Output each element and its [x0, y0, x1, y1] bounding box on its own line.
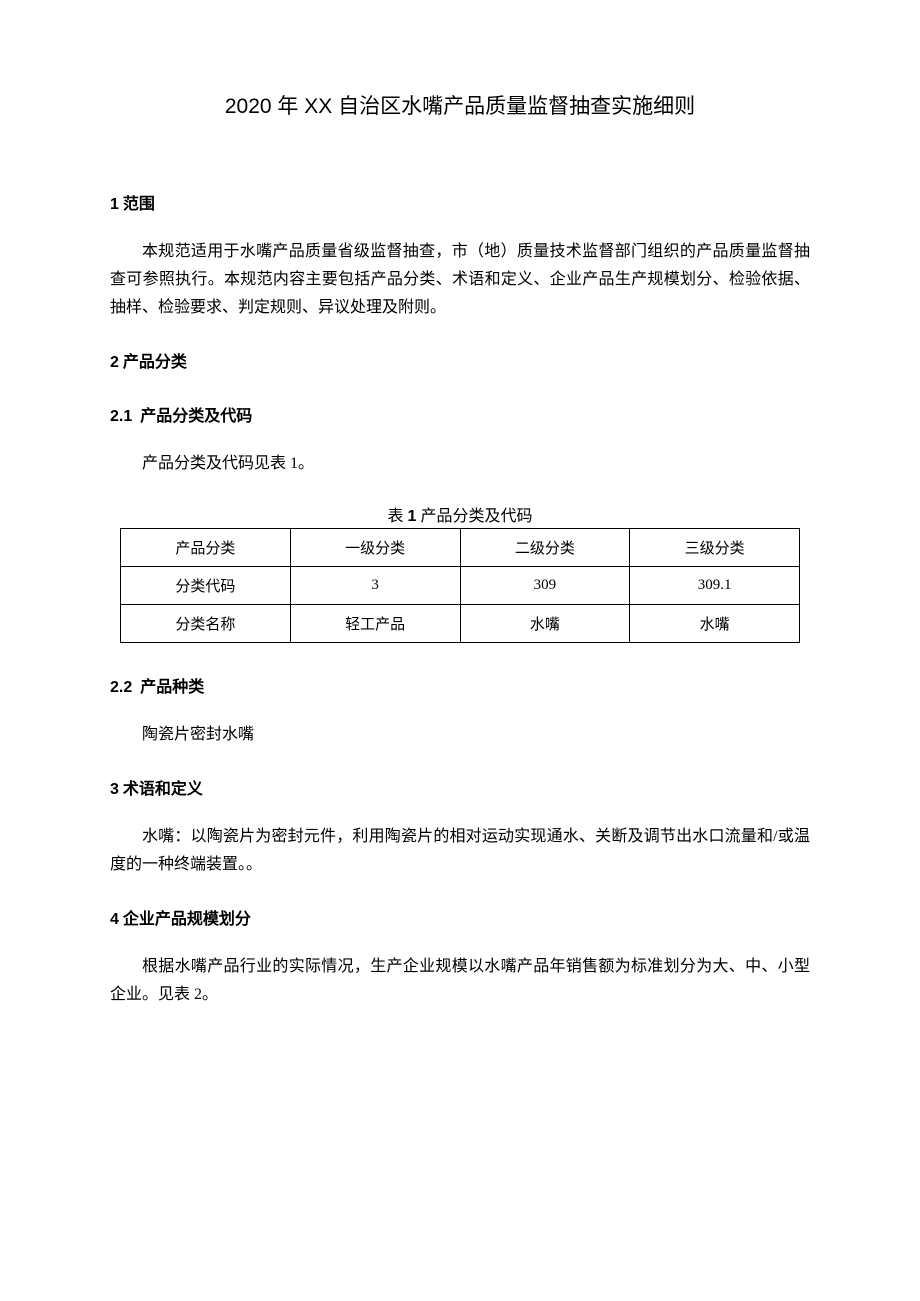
section-1-num: 1: [110, 196, 119, 213]
table-cell: 轻工产品: [290, 605, 460, 643]
section-2-2-paragraph: 陶瓷片密封水嘴: [110, 721, 810, 749]
table-row: 分类代码 3 309 309.1: [121, 567, 800, 605]
page-title: 2020 年 XX 自治区水嘴产品质量监督抽查实施细则: [110, 90, 810, 120]
table-caption-prefix: 表: [388, 508, 408, 525]
table-cell: 分类名称: [121, 605, 291, 643]
table-cell: 309: [460, 567, 630, 605]
section-2-2-num: 2.2: [110, 679, 132, 696]
section-2-2-heading: 2.2 产品种类: [110, 673, 810, 697]
section-4-num: 4: [110, 911, 119, 928]
section-2-label: 产品分类: [119, 354, 187, 371]
section-2-1-label: 产品分类及代码: [140, 408, 252, 425]
section-4-paragraph: 根据水嘴产品行业的实际情况，生产企业规模以水嘴产品年销售额为标准划分为大、中、小…: [110, 953, 810, 1009]
section-4-heading: 4 企业产品规模划分: [110, 905, 810, 929]
table-row: 产品分类 一级分类 二级分类 三级分类: [121, 529, 800, 567]
section-3-heading: 3 术语和定义: [110, 775, 810, 799]
section-1-paragraph: 本规范适用于水嘴产品质量省级监督抽查，市（地）质量技术监督部门组织的产品质量监督…: [110, 238, 810, 322]
table-cell: 二级分类: [460, 529, 630, 567]
section-4-label: 企业产品规模划分: [119, 911, 251, 928]
table-cell: 309.1: [630, 567, 800, 605]
table-row: 分类名称 轻工产品 水嘴 水嘴: [121, 605, 800, 643]
section-3-paragraph: 水嘴：以陶瓷片为密封元件，利用陶瓷片的相对运动实现通水、关断及调节出水口流量和/…: [110, 823, 810, 879]
section-2-heading: 2 产品分类: [110, 348, 810, 372]
section-3-num: 3: [110, 781, 119, 798]
table-cell: 产品分类: [121, 529, 291, 567]
section-2-1-paragraph: 产品分类及代码见表 1。: [110, 450, 810, 478]
table-cell: 分类代码: [121, 567, 291, 605]
table-caption-suffix: 产品分类及代码: [416, 508, 532, 525]
section-2-2-label: 产品种类: [140, 679, 204, 696]
table-1: 产品分类 一级分类 二级分类 三级分类 分类代码 3 309 309.1 分类名…: [120, 528, 800, 643]
section-1-label: 范围: [119, 196, 155, 213]
table-cell: 三级分类: [630, 529, 800, 567]
table-cell: 3: [290, 567, 460, 605]
section-2-num: 2: [110, 354, 119, 371]
section-2-1-num: 2.1: [110, 408, 132, 425]
section-2-1-heading: 2.1 产品分类及代码: [110, 402, 810, 426]
section-1-heading: 1 范围: [110, 190, 810, 214]
table-1-caption: 表 1 产品分类及代码: [110, 502, 810, 526]
table-cell: 水嘴: [460, 605, 630, 643]
table-cell: 水嘴: [630, 605, 800, 643]
section-3-label: 术语和定义: [119, 781, 203, 798]
table-cell: 一级分类: [290, 529, 460, 567]
